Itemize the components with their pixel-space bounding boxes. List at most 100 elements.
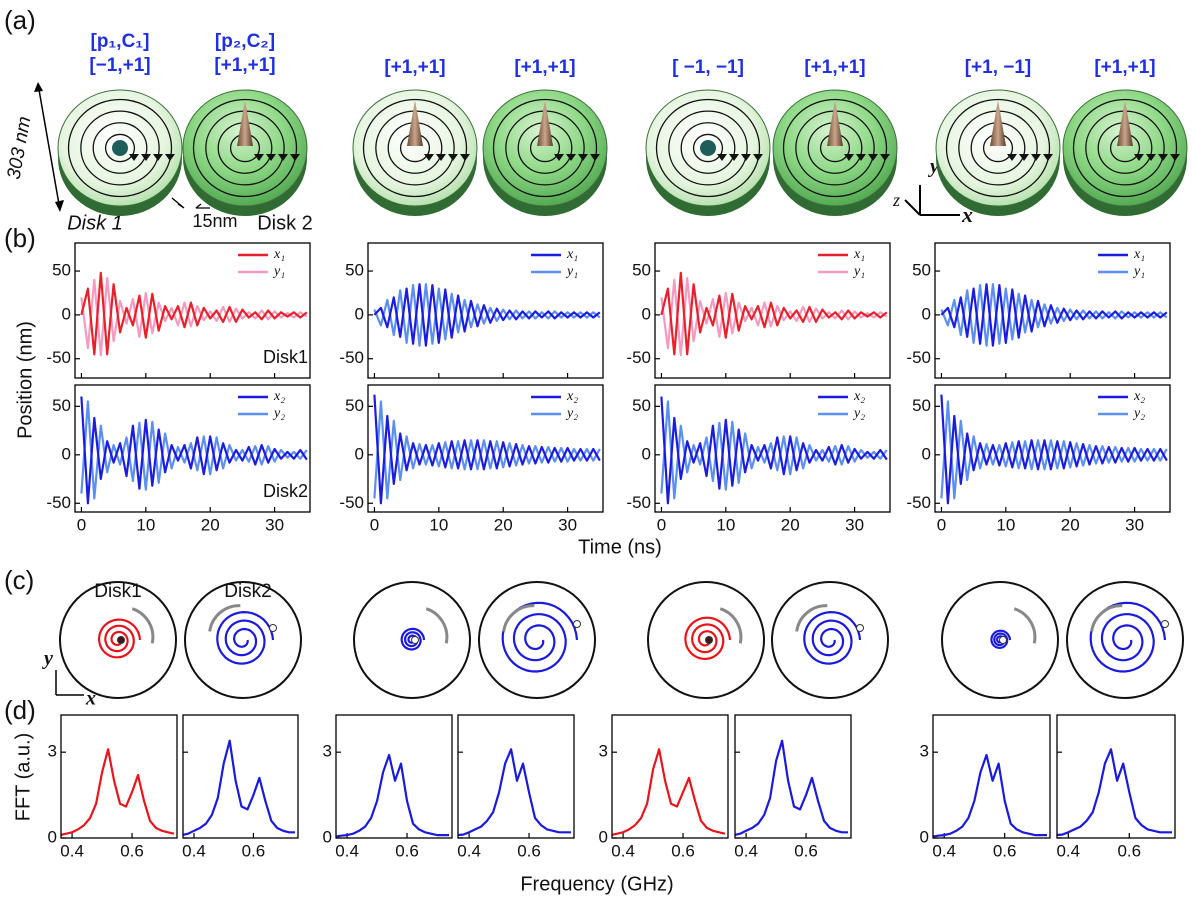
- plot-frame: [612, 715, 728, 838]
- y-tick-label: -50: [626, 493, 651, 512]
- y-tick-label: 50: [52, 261, 71, 280]
- gyration-orbit: [217, 612, 273, 664]
- y-tick-label: 50: [912, 261, 931, 280]
- y-tick-label: 0: [355, 304, 364, 323]
- x-tick-label: 0.4: [182, 841, 206, 860]
- y-tick-label: 0: [642, 444, 651, 463]
- orbit-start: [857, 625, 864, 632]
- y-tick-label: 50: [345, 396, 364, 415]
- x-tick-label: 0: [370, 515, 379, 534]
- rotation-arrow: [205, 600, 241, 632]
- panel-annotation: Disk2: [263, 481, 308, 501]
- state-label: [+1,+1]: [214, 55, 275, 76]
- state-label: [−1,+1]: [89, 55, 150, 76]
- y-axis-label: Position (nm): [14, 321, 36, 439]
- legend-label: y₂: [1132, 406, 1145, 421]
- legend-label: x₁: [1133, 247, 1145, 262]
- x-tick-label: 0: [937, 515, 946, 534]
- axis-letter: z: [892, 190, 900, 210]
- orbit-start: [270, 625, 277, 632]
- y-tick-label: 0: [642, 304, 651, 323]
- x-tick-label: 0.6: [1117, 841, 1141, 860]
- x-tick-label: 0.6: [120, 841, 144, 860]
- x-tick-label: 0.4: [60, 841, 84, 860]
- axis-letter: y: [42, 648, 53, 670]
- x-tick-label: 0.4: [335, 841, 359, 860]
- y-axis-label: FFT (a.u.): [12, 733, 34, 822]
- x-axis-label: Time (ns): [578, 536, 662, 558]
- legend-label: x₂: [853, 389, 865, 404]
- plot-frame: [735, 715, 851, 838]
- orbit-start: [706, 637, 713, 644]
- y-tick-label: -50: [906, 348, 931, 367]
- core-dot: [112, 140, 128, 156]
- legend-label: x₁: [566, 247, 578, 262]
- panel-annotation: Disk1: [263, 347, 308, 367]
- y-tick-label: 50: [912, 396, 931, 415]
- x-tick-label: 30: [558, 515, 577, 534]
- legend-label: x₂: [1133, 389, 1145, 404]
- panel-label: (d): [4, 695, 36, 725]
- figure: (a) (b) (c) (d) Position (nm) Time (ns) …: [0, 0, 1193, 902]
- x-tick-label: 0.6: [242, 841, 266, 860]
- orbit-start: [1162, 621, 1169, 628]
- x-tick-label: 0.4: [932, 841, 956, 860]
- rotation-arrow: [792, 600, 828, 632]
- panel-label: (a): [4, 5, 36, 35]
- state-label: [+1,+1]: [804, 57, 865, 78]
- y-tick-label: 50: [632, 396, 651, 415]
- y-tick-label: -50: [906, 493, 931, 512]
- orbit-start: [412, 637, 419, 644]
- series-line: [734, 741, 848, 835]
- x-tick-label: 10: [996, 515, 1015, 534]
- gyration-orbit: [804, 612, 860, 664]
- disk-outline: [479, 582, 595, 698]
- legend-label: y₁: [852, 264, 865, 279]
- y-tick-label: -50: [339, 493, 364, 512]
- series-line: [457, 749, 571, 835]
- y-tick-label: 3: [48, 742, 57, 761]
- y-tick-label: 50: [345, 261, 364, 280]
- x-tick-label: 0.4: [1056, 841, 1080, 860]
- x-tick-label: 20: [1061, 515, 1080, 534]
- x-tick-label: 0.6: [671, 841, 695, 860]
- x-tick-label: 30: [845, 515, 864, 534]
- y-tick-label: 0: [62, 444, 71, 463]
- y-tick-label: 0: [62, 304, 71, 323]
- legend-label: y₁: [1132, 264, 1145, 279]
- x-tick-label: 30: [1125, 515, 1144, 534]
- plot-frame: [61, 715, 177, 838]
- series-line: [182, 741, 295, 835]
- y-tick-label: 50: [52, 396, 71, 415]
- rotation-arrow: [426, 605, 453, 643]
- x-tick-label: 0.4: [734, 841, 758, 860]
- orbit-start: [1000, 637, 1007, 644]
- y-tick-label: 0: [355, 444, 364, 463]
- y-tick-label: 0: [922, 444, 931, 463]
- legend-label: y₁: [272, 264, 285, 279]
- y-tick-label: 0: [599, 827, 608, 846]
- y-tick-label: 0: [323, 827, 332, 846]
- dimension-line: [38, 84, 60, 210]
- rotation-arrow: [1014, 605, 1041, 643]
- disk-outline: [772, 582, 888, 698]
- x-tick-label: 20: [201, 515, 220, 534]
- state-label: [+1, −1]: [965, 57, 1032, 78]
- disk-outline: [1067, 582, 1183, 698]
- x-tick-label: 0: [657, 515, 666, 534]
- x-tick-label: 0.6: [395, 841, 419, 860]
- x-tick-label: 0.6: [794, 841, 818, 860]
- orbit-start: [118, 637, 125, 644]
- panel-label: (c): [4, 565, 34, 595]
- state-label: [p₁,C₁]: [91, 31, 150, 52]
- x-tick-label: 0.4: [611, 841, 635, 860]
- x-tick-label: 0.4: [457, 841, 481, 860]
- x-tick-label: 0: [77, 515, 86, 534]
- x-tick-label: 30: [265, 515, 284, 534]
- core-dot: [700, 140, 716, 156]
- legend-label: x₂: [273, 389, 285, 404]
- disk-label: Disk 2: [257, 212, 313, 234]
- diameter-label: 303 nm: [4, 115, 36, 181]
- x-axis-label: Frequency (GHz): [520, 873, 673, 895]
- x-tick-label: 10: [136, 515, 155, 534]
